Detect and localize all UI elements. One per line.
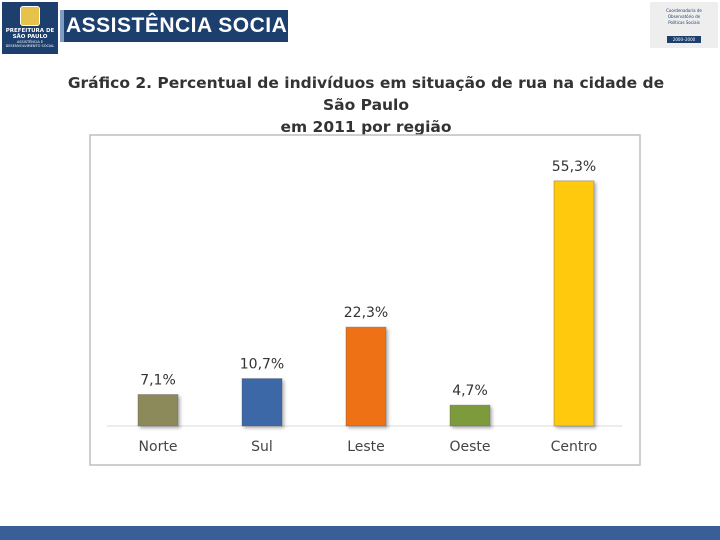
- data-label-sul: 10,7%: [240, 357, 284, 373]
- bar-oeste: [450, 405, 490, 426]
- footer-bar: [0, 526, 720, 540]
- bar-chart: 7,1% Norte 10,7% Sul 22,3% Leste 4,7% Oeste 55,3…: [0, 0, 720, 540]
- tick-label-oeste: Oeste: [449, 439, 490, 455]
- bar-leste: [346, 327, 386, 426]
- data-label-leste: 22,3%: [344, 305, 388, 321]
- tick-label-norte: Norte: [139, 439, 178, 455]
- tick-label-sul: Sul: [251, 439, 273, 455]
- bar-norte: [138, 395, 178, 426]
- tick-label-centro: Centro: [551, 439, 598, 455]
- bar-sul: [242, 379, 282, 426]
- data-label-oeste: 4,7%: [452, 383, 488, 399]
- data-label-norte: 7,1%: [140, 373, 176, 389]
- tick-label-leste: Leste: [347, 439, 385, 455]
- data-label-centro: 55,3%: [552, 159, 596, 175]
- bar-centro: [554, 181, 594, 426]
